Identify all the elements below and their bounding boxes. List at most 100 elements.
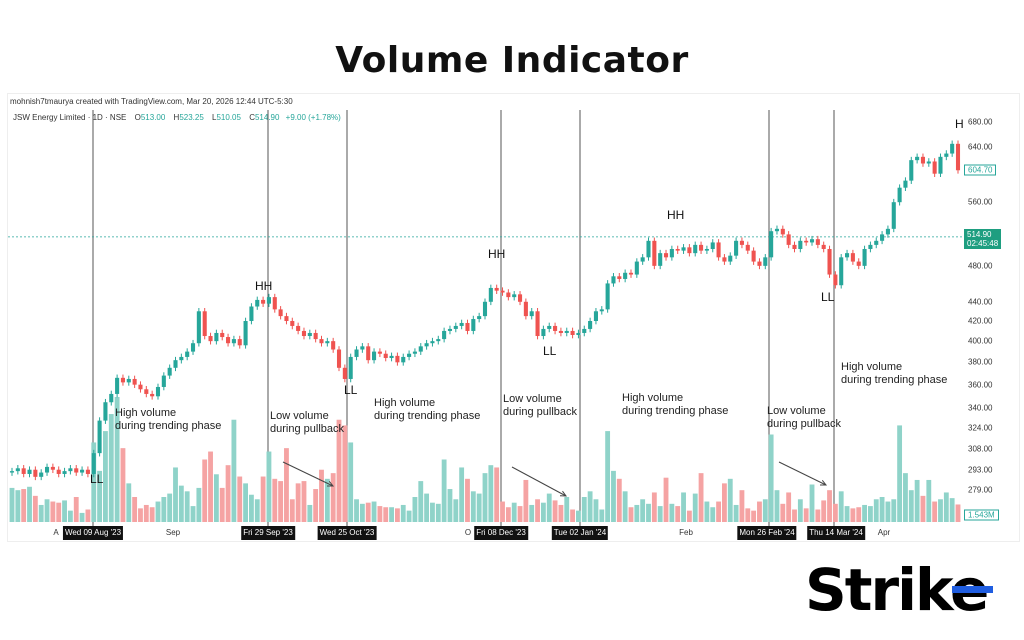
- volume-bar: [751, 510, 757, 522]
- candle-body: [243, 320, 248, 346]
- candle-body: [845, 253, 850, 258]
- volume-bar: [67, 510, 73, 522]
- volume-bar: [44, 499, 50, 522]
- candle-body: [634, 261, 639, 275]
- candle-body: [372, 351, 377, 361]
- volume-bar: [517, 506, 523, 522]
- month-label: A: [53, 528, 59, 537]
- date-marker: Mon 26 Feb '24: [737, 526, 797, 540]
- volume-bar: [155, 501, 161, 522]
- volume-bar: [336, 419, 342, 522]
- volume-bar: [418, 481, 424, 522]
- candle-body: [628, 272, 634, 275]
- volume-bar: [727, 478, 733, 522]
- volume-bar: [354, 499, 359, 522]
- candle-body: [389, 355, 394, 359]
- candle-body: [950, 143, 955, 154]
- volume-bar: [231, 419, 237, 522]
- candle-body: [120, 377, 125, 383]
- candle-body: [588, 320, 593, 329]
- volume-bar: [523, 479, 529, 522]
- candle-body: [126, 378, 131, 383]
- candle-body: [331, 341, 336, 350]
- volume-bar: [809, 484, 815, 522]
- volume-bar: [307, 504, 313, 522]
- annotation: High volume during trending phase: [374, 397, 481, 422]
- candle-body: [354, 349, 359, 357]
- candle-body: [109, 393, 114, 403]
- volume-bar: [505, 507, 511, 522]
- volume-bar: [558, 504, 564, 522]
- candle-body: [453, 325, 458, 329]
- volume-bar: [120, 448, 126, 522]
- y-tick-label: 380.00: [968, 357, 993, 367]
- symbol-name[interactable]: JSW Energy Limited · 1D · NSE: [13, 113, 127, 122]
- volume-bar: [50, 501, 56, 522]
- candle-body: [535, 311, 540, 337]
- volume-bar: [330, 473, 336, 522]
- candle-body: [576, 332, 581, 336]
- close-value: 514.90: [254, 113, 280, 122]
- volume-bar: [844, 506, 850, 522]
- candle-body: [763, 257, 768, 266]
- volume-bar: [529, 504, 535, 522]
- low-value: 510.05: [216, 113, 241, 122]
- pivot-label: HH: [255, 279, 273, 293]
- y-tick-label: 680.00: [968, 117, 993, 127]
- arrow-line: [511, 466, 567, 497]
- candle-body: [261, 299, 266, 304]
- candle-body: [21, 468, 26, 474]
- candle-body: [558, 330, 563, 333]
- arrow-head-icon: [819, 479, 828, 486]
- volume-bar: [943, 492, 949, 522]
- candle-body: [955, 143, 961, 171]
- candle-body: [185, 351, 190, 357]
- volume-bar: [605, 431, 611, 522]
- candle-body: [290, 320, 295, 326]
- candle-body: [932, 161, 937, 174]
- volume-bar: [389, 507, 394, 522]
- volume-bar: [792, 509, 797, 522]
- page-title: Volume Indicator: [335, 40, 689, 81]
- volume-bar: [359, 503, 365, 522]
- volume-bar: [803, 508, 809, 522]
- y-tick-label: 440.00: [968, 297, 993, 307]
- y-tick-label: 324.00: [968, 423, 993, 433]
- candle-body: [208, 336, 213, 342]
- candle-body: [593, 311, 598, 321]
- candle-body: [821, 244, 826, 249]
- volume-bar: [733, 504, 739, 522]
- volume-bar: [383, 507, 389, 522]
- volume-bar: [394, 508, 400, 522]
- volume-bar: [249, 494, 254, 522]
- volume-bar: [324, 478, 330, 522]
- volume-bar: [897, 425, 903, 522]
- month-label: O: [464, 528, 472, 537]
- volume-bar: [208, 451, 213, 522]
- candle-body: [482, 301, 488, 317]
- candle-body: [885, 228, 890, 235]
- volume-bar: [488, 465, 494, 522]
- volume-bar: [202, 459, 208, 522]
- candle-body: [780, 228, 785, 235]
- candle-body: [255, 299, 260, 307]
- volume-bar: [430, 502, 435, 522]
- volume-bar: [79, 512, 85, 522]
- volume-bar: [371, 501, 377, 522]
- candle-body: [85, 469, 90, 474]
- chart-frame: [7, 93, 1020, 542]
- candle-body: [500, 290, 505, 293]
- volume-bar: [634, 504, 640, 522]
- candle-body: [553, 325, 558, 331]
- volume-bar: [149, 507, 155, 522]
- candle-body: [179, 356, 184, 361]
- volume-bar: [955, 504, 961, 522]
- volume-bar: [196, 487, 202, 522]
- strike-logo: Strike: [805, 556, 994, 624]
- annotation: Low volume during pullback: [503, 393, 577, 418]
- volume-bar: [879, 497, 885, 522]
- volume-bar: [56, 502, 62, 522]
- volume-bar: [698, 473, 704, 522]
- volume-bar: [867, 506, 873, 522]
